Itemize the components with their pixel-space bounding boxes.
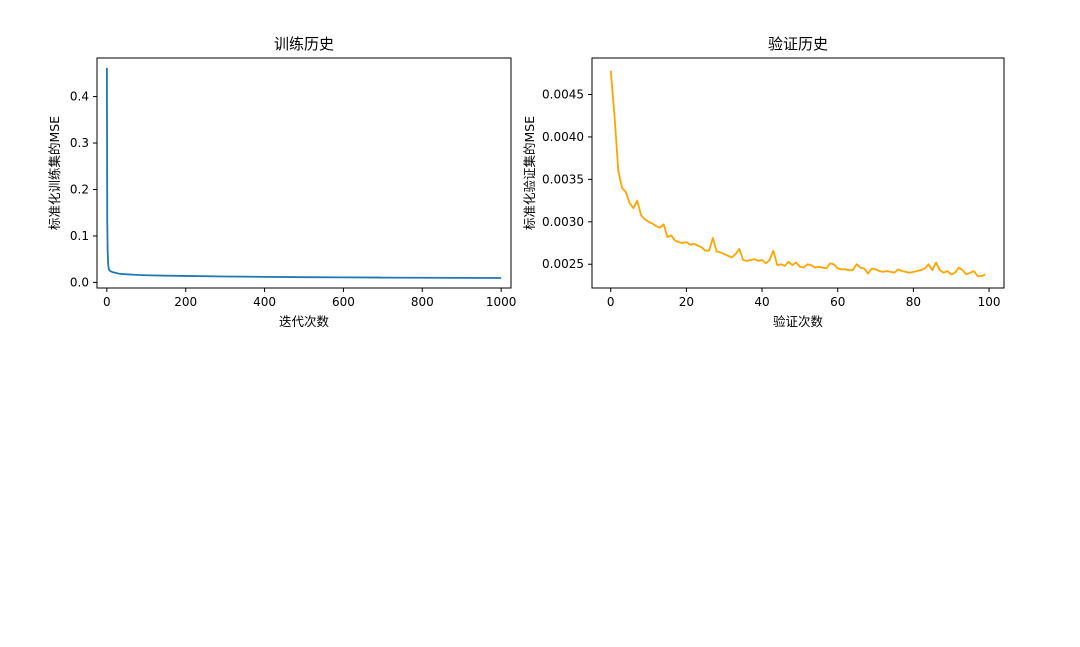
x-tick-label: 600 [332, 295, 355, 309]
y-tick-label: 0.0045 [542, 87, 584, 101]
y-tick-label: 0.1 [70, 229, 89, 243]
series-line-1 [609, 70, 986, 278]
y-tick-label: 0.0035 [542, 172, 584, 186]
x-tick-label: 400 [253, 295, 276, 309]
y-tick-label: 0.3 [70, 136, 89, 150]
series-line-1 [105, 67, 502, 279]
x-tick-label: 0 [607, 295, 615, 309]
y-tick-label: 0.2 [70, 182, 89, 196]
y-tick-label: 0.0040 [542, 130, 584, 144]
x-tick-label: 80 [906, 295, 921, 309]
x-tick-label: 0 [103, 295, 111, 309]
x-tick-label: 800 [411, 295, 434, 309]
x-axis-label: 迭代次数 [279, 314, 330, 329]
x-tick-label: 60 [830, 295, 845, 309]
y-tick-label: 0.0025 [542, 257, 584, 271]
y-tick-label: 0.4 [70, 90, 89, 104]
x-tick-label: 100 [978, 295, 1001, 309]
y-axis-label: 标准化训练集的MSE [47, 116, 62, 230]
x-tick-label: 20 [679, 295, 694, 309]
x-axis-label: 验证次数 [773, 314, 824, 329]
x-tick-label: 40 [754, 295, 769, 309]
plot-frame [96, 57, 512, 289]
plot-frame [591, 57, 1005, 289]
chart-1: 训练历史 0 200 400 600 800 1000 0.0 0.1 0.2 0.3 0.4 迭代次数… [47, 35, 516, 329]
x-tick-label: 200 [174, 295, 197, 309]
y-axis-label: 标准化验证集的MSE [522, 116, 537, 230]
x-tick-label: 1000 [486, 295, 517, 309]
chart-title: 验证历史 [768, 35, 828, 53]
y-tick-label: 0.0 [70, 275, 89, 289]
y-tick-label: 0.0030 [542, 215, 584, 229]
chart-2: 验证历史 0 20 40 60 80 100 0.0025 0.0030 0.0035 0.0040… [522, 35, 1005, 329]
chart-title: 训练历史 [274, 35, 334, 53]
